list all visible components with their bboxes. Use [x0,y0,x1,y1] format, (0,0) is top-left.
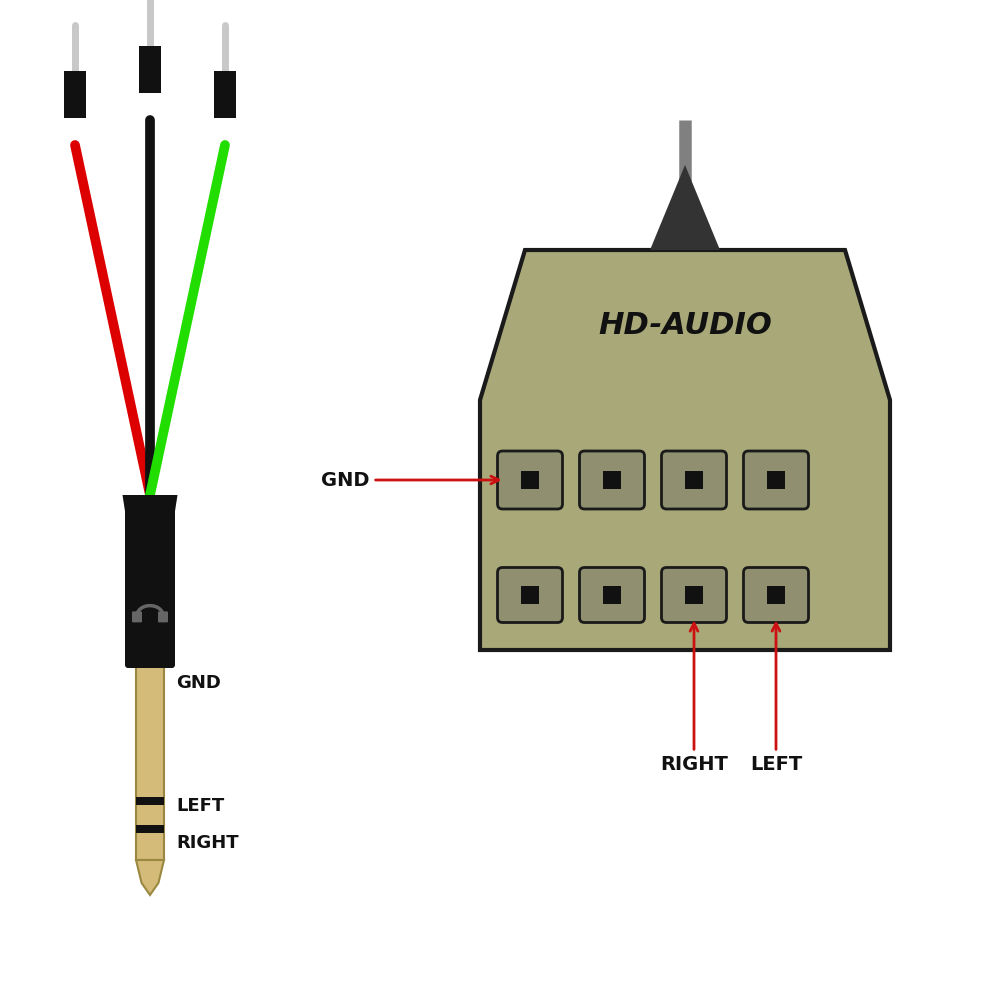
FancyBboxPatch shape [139,46,161,93]
FancyBboxPatch shape [661,451,726,509]
Bar [136,796,164,805]
Polygon shape [123,495,178,550]
Polygon shape [480,250,890,650]
FancyBboxPatch shape [64,71,86,118]
Bar [131,511,169,536]
Polygon shape [650,165,720,250]
FancyBboxPatch shape [744,451,808,509]
Bar [685,471,703,489]
Text: RIGHT: RIGHT [176,834,239,852]
FancyBboxPatch shape [132,611,142,622]
Text: GND: GND [176,674,221,692]
Text: HD-AUDIO: HD-AUDIO [598,310,772,340]
Bar [136,665,164,860]
FancyBboxPatch shape [497,451,562,509]
Bar [136,824,164,833]
FancyBboxPatch shape [580,568,644,622]
Bar [603,471,621,489]
FancyBboxPatch shape [125,507,175,668]
Bar [685,586,703,604]
Text: LEFT: LEFT [176,797,224,815]
Bar [767,471,785,489]
FancyBboxPatch shape [214,71,236,118]
Text: LEFT: LEFT [750,623,802,774]
Bar [603,586,621,604]
Polygon shape [136,860,164,895]
Text: RIGHT: RIGHT [660,623,728,774]
Bar [521,471,539,489]
FancyBboxPatch shape [580,451,644,509]
FancyBboxPatch shape [744,568,808,622]
Bar [767,586,785,604]
Bar [521,586,539,604]
FancyBboxPatch shape [497,568,562,622]
Text: GND: GND [322,471,499,489]
FancyBboxPatch shape [661,568,726,622]
FancyBboxPatch shape [158,611,168,622]
